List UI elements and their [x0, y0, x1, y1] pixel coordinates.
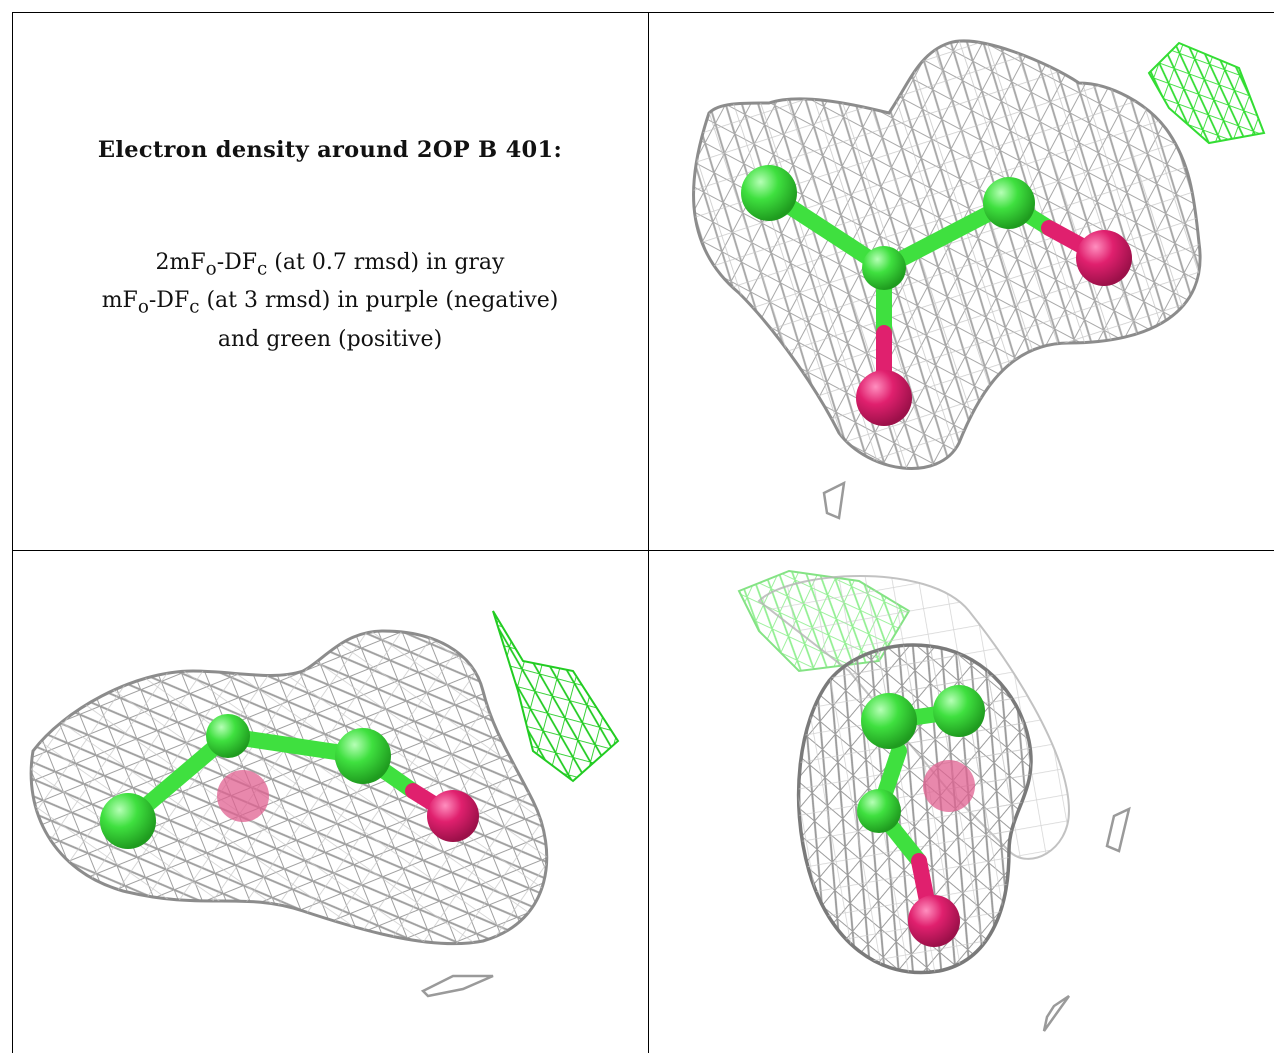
legend-line-2fofc: 2mFo-DFc (at 0.7 rmsd) in gray — [12, 247, 648, 285]
legend-line-fofc: mFo-DFc (at 3 rmsd) in purple (negative) — [12, 285, 648, 323]
legend-subscript: c — [189, 296, 200, 318]
molecule-2op — [100, 714, 479, 849]
density-view-2-svg — [29, 610, 620, 998]
density-view-1 — [649, 13, 1274, 550]
atom-carbon — [862, 246, 906, 290]
atom-oxygen-back — [923, 760, 975, 812]
legend-text: (at 3 rmsd) in purple (negative) — [199, 288, 559, 314]
atom-oxygen — [427, 790, 479, 842]
figure-table: Electron density around 2OP B 401: 2mFo-… — [12, 12, 1274, 1053]
legend-text: mF — [101, 288, 138, 314]
atom-oxygen — [908, 895, 960, 947]
map-legend: 2mFo-DFc (at 0.7 rmsd) in gray mFo-DFc (… — [12, 247, 648, 356]
legend-line-colors: and green (positive) — [217, 326, 443, 352]
legend-text: 2mF — [155, 250, 206, 275]
caption-cell: Electron density around 2OP B 401: 2mFo-… — [12, 12, 648, 550]
density-mesh-gray-layer — [693, 41, 1201, 469]
atom-carbon — [857, 789, 901, 833]
legend-text: -DF — [216, 250, 258, 275]
density-mesh-gray-layer — [31, 631, 547, 944]
density-view-3-svg — [737, 569, 1131, 1032]
atom-oxygen — [1076, 230, 1132, 286]
density-mesh-green — [492, 610, 620, 783]
atom-carbon — [335, 728, 391, 784]
molecule-2op — [741, 165, 1132, 426]
atom-carbon — [983, 177, 1035, 229]
density-mesh-green — [1147, 41, 1266, 145]
density-view-2 — [13, 551, 648, 1053]
legend-subscript: o — [137, 296, 149, 318]
table-divider-vertical — [648, 12, 649, 1053]
legend-text: -DF — [148, 288, 190, 314]
legend-subscript: c — [257, 258, 268, 280]
legend-text: (at 0.7 rmsd) in gray — [267, 250, 505, 275]
atom-carbon — [861, 693, 917, 749]
density-fragment — [1042, 994, 1071, 1032]
legend-subscript: o — [205, 258, 217, 280]
atom-carbon — [206, 714, 250, 758]
table-border-top — [12, 12, 1274, 13]
atom-carbon — [933, 685, 985, 737]
density-view-3 — [649, 551, 1274, 1053]
atom-oxygen — [856, 370, 912, 426]
density-view-1-svg — [692, 39, 1266, 520]
figure-title: Electron density around 2OP B 401: — [97, 137, 563, 163]
density-fragment — [420, 974, 494, 998]
table-border-left — [12, 12, 13, 1053]
molecule-2op — [857, 685, 985, 947]
density-fragment — [1105, 806, 1131, 853]
density-fragment — [822, 480, 846, 520]
atom-carbon — [100, 793, 156, 849]
atom-carbon — [741, 165, 797, 221]
table-divider-horizontal — [12, 550, 1274, 551]
atom-oxygen-back — [217, 770, 269, 822]
